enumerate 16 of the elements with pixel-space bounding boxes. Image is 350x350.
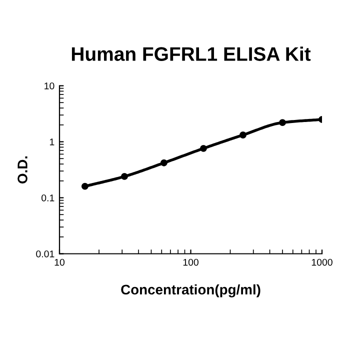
y-tick-label: 0.1 (42, 194, 54, 202)
y-axis-title: O.D. (18, 156, 28, 184)
x-tick-label: 1000 (312, 258, 332, 266)
x-axis-title: Concentration(pg/ml) (121, 284, 260, 298)
x-tick-label: 100 (183, 258, 198, 266)
y-tick-label: 0.01 (36, 250, 54, 258)
point (81, 182, 88, 190)
point (120, 172, 128, 180)
point (160, 159, 168, 166)
chart-title: Human FGFRL1 ELISA Kit (72, 46, 311, 61)
point (279, 119, 286, 126)
y-tick-label: 1 (50, 138, 54, 146)
point (200, 144, 207, 152)
x-tick-label: 10 (54, 258, 65, 266)
y-tick-label: 10 (44, 82, 54, 90)
point (240, 132, 246, 138)
